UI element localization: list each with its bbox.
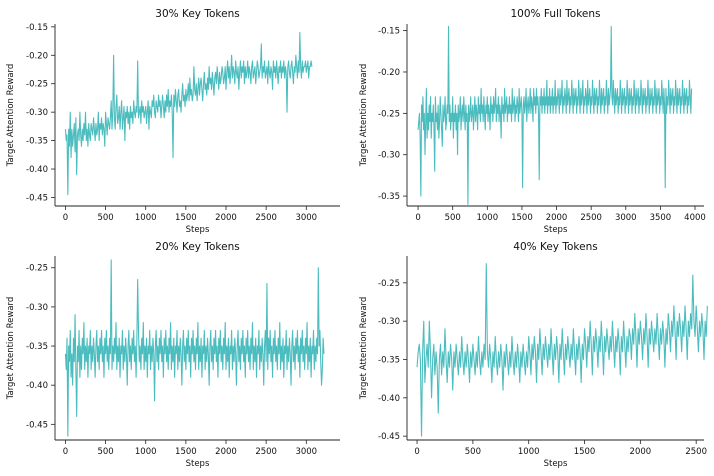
x-tick-label: 2500	[685, 447, 707, 457]
x-tick-label: 0	[415, 213, 420, 223]
y-tick-label: -0.25	[26, 264, 48, 274]
y-tick-label: -0.40	[26, 381, 48, 391]
y-tick-label: -0.15	[26, 23, 48, 33]
y-tick-label: -0.45	[26, 420, 48, 430]
chart-title: 30% Key Tokens	[155, 8, 239, 20]
x-tick-label: 3000	[295, 213, 317, 223]
chart-title: 20% Key Tokens	[155, 241, 239, 253]
x-tick-label: 500	[97, 447, 113, 457]
y-tick-label: -0.30	[26, 303, 48, 313]
x-tick-label: 500	[97, 213, 113, 223]
series-line-reward	[416, 263, 708, 437]
x-axis-label: Steps	[186, 225, 210, 235]
chart-40-key-tokens: 0 500 1000 1500 2000 2500 -0.45 -0.40 -0.35 -0.30…	[359, 241, 708, 469]
y-axis-label: Target Attention Reward	[359, 64, 369, 168]
x-tick-label: 3000	[295, 447, 317, 457]
y-tick-label: -0.45	[26, 193, 48, 203]
x-tick-label: 2000	[215, 213, 237, 223]
x-tick-label: 3500	[650, 213, 672, 223]
chart-title: 100% Full Tokens	[511, 8, 601, 20]
x-axis-label: Steps	[544, 459, 568, 469]
x-tick-label: 1500	[574, 447, 596, 457]
x-tick-label: 2000	[630, 447, 652, 457]
x-tick-label: 2000	[215, 447, 237, 457]
x-tick-label: 2500	[580, 213, 602, 223]
x-tick-label: 2500	[255, 447, 277, 457]
x-tick-label: 1000	[135, 213, 157, 223]
x-tick-label: 1000	[518, 447, 540, 457]
y-tick-label: -0.40	[26, 165, 48, 175]
x-tick-label: 0	[63, 213, 68, 223]
y-axis-label: Target Attention Reward	[6, 297, 16, 401]
y-tick-label: -0.40	[378, 394, 400, 404]
y-tick-label: -0.25	[26, 80, 48, 90]
x-tick-label: 1500	[175, 447, 197, 457]
y-tick-label: -0.35	[378, 192, 400, 202]
x-axis-label: Steps	[186, 459, 210, 469]
y-tick-label: -0.15	[378, 27, 400, 37]
x-axis-label: Steps	[544, 225, 568, 235]
chart-100-full-tokens: 0 500 1000 1500 2000 2500 3000 3500 4000 -0.35 -0.…	[359, 8, 706, 235]
series-line-reward	[417, 25, 693, 205]
x-tick-label: 3000	[615, 213, 637, 223]
y-tick-label: -0.30	[378, 317, 400, 327]
x-tick-label: 0	[414, 447, 419, 457]
x-tick-label: 2500	[255, 213, 277, 223]
x-tick-label: 4000	[684, 213, 706, 223]
x-tick-label: 500	[465, 447, 481, 457]
y-tick-label: -0.25	[378, 279, 400, 289]
x-tick-label: 1000	[476, 213, 498, 223]
y-axis-label: Target Attention Reward	[359, 297, 369, 401]
chart-30-key-tokens: 0 500 1000 1500 2000 2500 3000 -0.45 -0.40 -0.35 -…	[6, 8, 340, 235]
y-tick-label: -0.30	[378, 151, 400, 161]
x-tick-label: 1500	[175, 213, 197, 223]
y-tick-label: -0.20	[26, 51, 48, 61]
y-tick-label: -0.45	[378, 432, 400, 442]
x-tick-label: 0	[63, 447, 68, 457]
y-tick-label: -0.25	[378, 109, 400, 119]
x-tick-label: 1000	[135, 447, 157, 457]
y-tick-label: -0.35	[378, 356, 400, 366]
y-tick-label: -0.20	[378, 68, 400, 78]
chart-20-key-tokens: 0 500 1000 1500 2000 2500 3000 -0.45 -0.40 -0.35 -…	[6, 241, 340, 469]
y-axis-label: Target Attention Reward	[6, 64, 16, 168]
y-tick-label: -0.35	[26, 342, 48, 352]
series-line-reward	[64, 259, 325, 437]
y-tick-label: -0.35	[26, 137, 48, 147]
x-tick-label: 2000	[546, 213, 568, 223]
y-tick-label: -0.30	[26, 108, 48, 118]
x-tick-label: 500	[445, 213, 461, 223]
chart-title: 40% Key Tokens	[513, 241, 597, 253]
series-line-reward	[64, 31, 313, 196]
x-tick-label: 1500	[511, 213, 533, 223]
